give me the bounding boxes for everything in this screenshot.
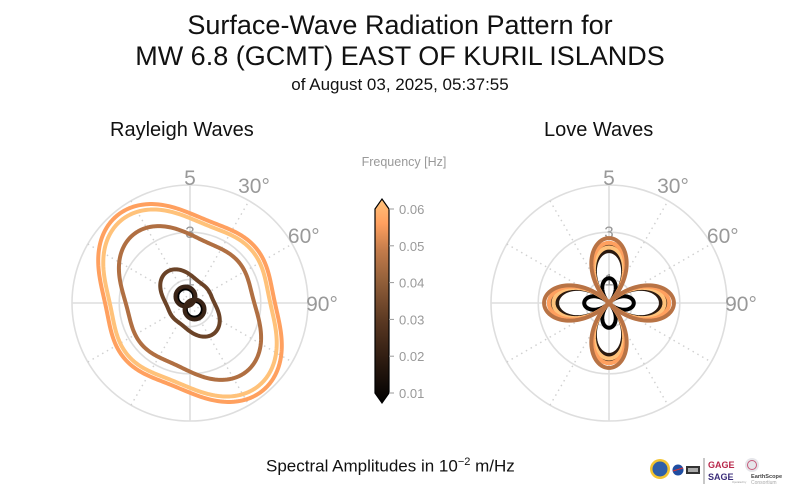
angle-tick-label: 90° bbox=[725, 293, 757, 316]
earthscope-logo-icon bbox=[745, 458, 759, 472]
angle-gridline bbox=[549, 200, 669, 406]
angle-tick-label: 60° bbox=[288, 225, 320, 248]
units-suffix: m/Hz bbox=[470, 456, 515, 476]
angle-gridline bbox=[549, 200, 669, 406]
colorbar-tick-label: 0.02 bbox=[399, 349, 424, 364]
colorbar-tick-label: 0.01 bbox=[399, 386, 424, 401]
pattern-line-0.06 bbox=[96, 202, 284, 404]
angle-gridline bbox=[130, 200, 250, 406]
sponsor-logos: GAGE SAGE Operated by EarthScope Consort… bbox=[650, 458, 782, 486]
units-exponent: −2 bbox=[457, 456, 471, 468]
colorbar-tick-label: 0.03 bbox=[399, 312, 424, 327]
pattern-line-0.02 bbox=[182, 297, 207, 322]
nasa-logo-icon bbox=[672, 464, 684, 476]
earthscope-logo-text: EarthScope bbox=[751, 474, 782, 480]
angle-tick-label: 30° bbox=[238, 175, 270, 198]
radial-tick-label: 5 bbox=[184, 167, 196, 190]
colorbar-bar bbox=[374, 197, 390, 405]
angle-tick-label: 60° bbox=[707, 225, 739, 248]
angle-gridline bbox=[87, 243, 293, 363]
main-title-line2: MW 6.8 (GCMT) EAST OF KURIL ISLANDS bbox=[135, 41, 665, 71]
colorbar-tick-label: 0.05 bbox=[399, 239, 424, 254]
units-prefix: Spectral Amplitudes in bbox=[266, 456, 439, 476]
usgs-logo-icon bbox=[686, 466, 700, 474]
rayleigh-polar-plot: 135 30°60°90° bbox=[71, 167, 338, 422]
pattern-line-0.04 bbox=[542, 236, 676, 370]
angle-gridline bbox=[506, 243, 712, 363]
angle-gridline bbox=[506, 243, 712, 363]
colorbar-tick-label: 0.04 bbox=[399, 276, 424, 291]
colorbar-title: Frequency [Hz] bbox=[362, 155, 447, 169]
angle-tick-label: 90° bbox=[306, 293, 338, 316]
love-panel-title: Love Waves bbox=[544, 119, 654, 141]
consortium-logo-text: Consortium bbox=[751, 480, 777, 486]
angle-tick-label: 30° bbox=[657, 175, 689, 198]
event-date-subtitle: of August 03, 2025, 05:37:55 bbox=[291, 75, 509, 94]
frequency-colorbar: Frequency [Hz] 0.01 0.02 0.03 0.04 0.05 0.06 bbox=[362, 155, 447, 405]
radial-tick-label: 5 bbox=[603, 167, 615, 190]
nsf-logo-icon bbox=[650, 459, 670, 479]
rayleigh-panel-title: Rayleigh Waves bbox=[110, 119, 254, 141]
amplitude-units-label: Spectral Amplitudes in 10−2 m/Hz bbox=[266, 456, 515, 477]
main-title-line1: Surface-Wave Radiation Pattern for bbox=[187, 10, 613, 40]
gage-logo-text: GAGE bbox=[708, 460, 735, 470]
radial-tick-label: 3 bbox=[604, 223, 613, 242]
pattern-line-0.04 bbox=[116, 224, 264, 382]
love-polar-plot: 135 30°60°90° bbox=[490, 167, 757, 422]
operated-by-text: Operated by bbox=[732, 480, 747, 484]
pattern-line-0.03 bbox=[158, 267, 222, 339]
sage-logo-text: SAGE bbox=[708, 472, 734, 482]
units-base: 10 bbox=[438, 456, 458, 476]
radial-tick-label: 1 bbox=[185, 270, 194, 289]
colorbar-tick-label: 0.06 bbox=[399, 202, 424, 217]
pattern-line-0.05 bbox=[101, 207, 279, 399]
